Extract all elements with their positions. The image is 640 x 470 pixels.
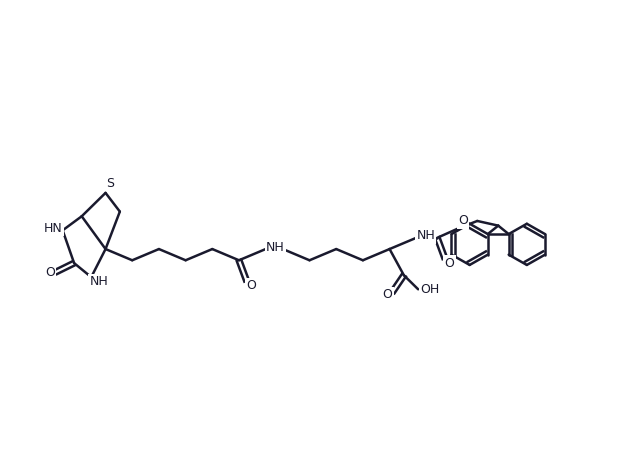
Text: NH: NH — [417, 229, 435, 243]
Text: O: O — [383, 289, 392, 301]
Text: O: O — [246, 279, 256, 292]
Text: O: O — [458, 214, 468, 227]
Text: S: S — [106, 177, 115, 190]
Text: HN: HN — [44, 222, 63, 235]
Text: O: O — [45, 266, 55, 279]
Text: O: O — [445, 257, 454, 270]
Text: NH: NH — [90, 275, 108, 288]
Text: NH: NH — [266, 241, 285, 254]
Text: OH: OH — [420, 283, 439, 296]
